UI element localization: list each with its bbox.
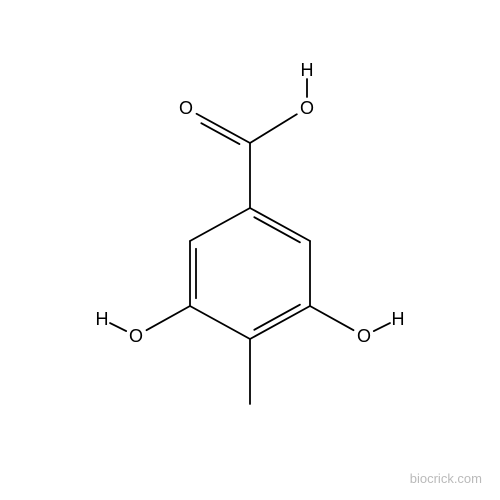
atom-label-O_dbl: O — [179, 99, 193, 117]
chemical-structure-diagram: O O H O H O H — [0, 0, 500, 500]
watermark-text: biocrick.com — [410, 471, 482, 486]
bond-lines — [0, 0, 500, 500]
atom-label-H_l: H — [96, 310, 109, 328]
atom-label-O_oh: O — [300, 99, 314, 117]
atom-label-O_l: O — [129, 327, 143, 345]
atom-label-H_r: H — [392, 310, 405, 328]
atom-label-H_oh: H — [301, 61, 314, 79]
atom-label-O_r: O — [357, 327, 371, 345]
